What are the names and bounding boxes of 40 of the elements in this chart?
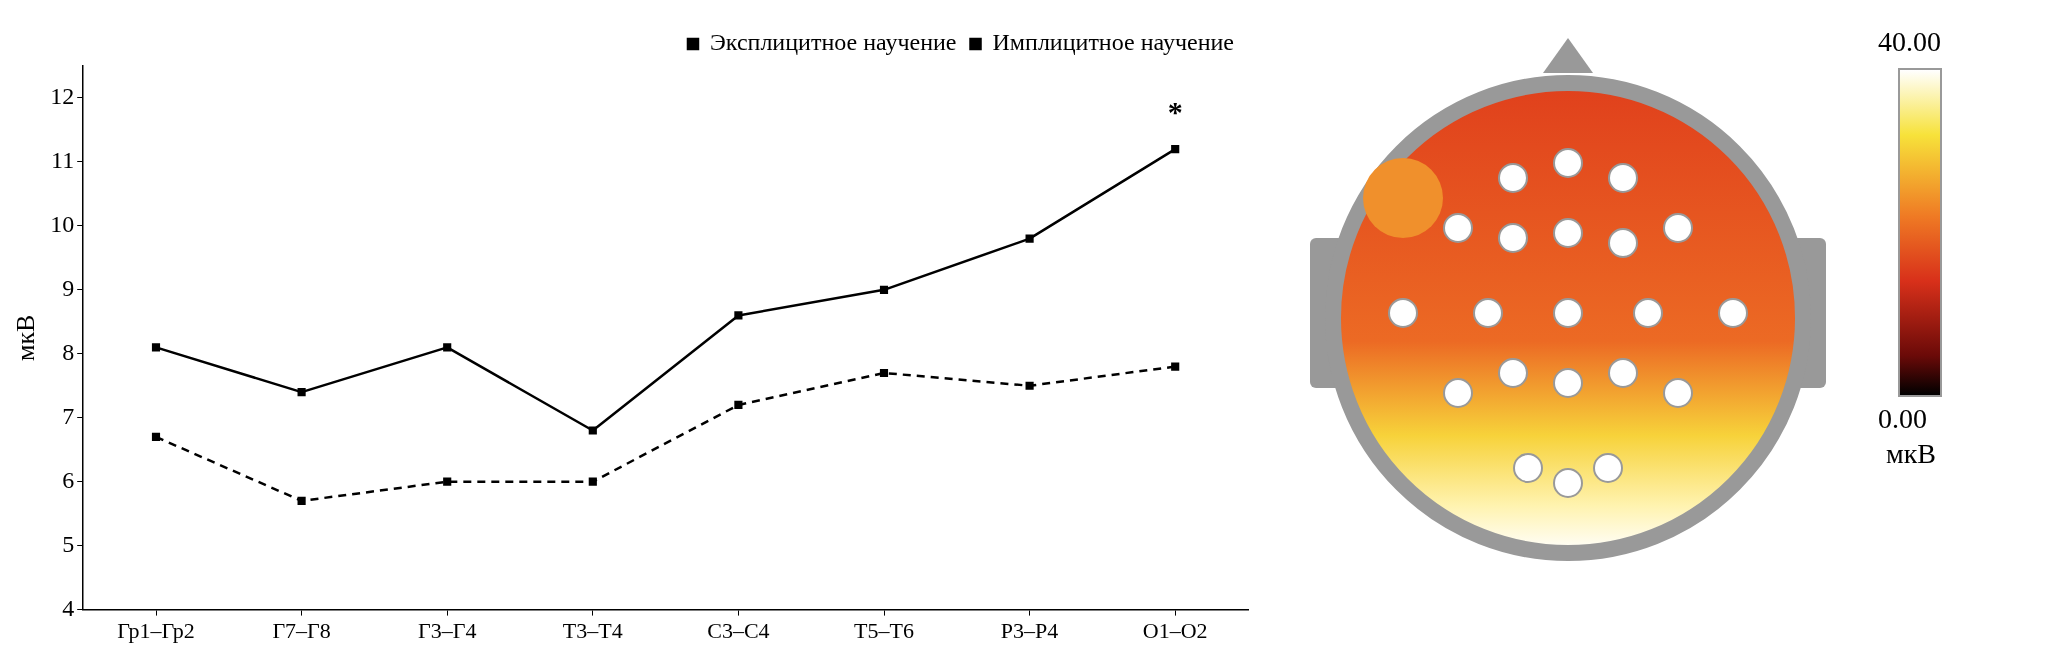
point bbox=[297, 388, 306, 397]
point bbox=[734, 311, 743, 320]
x-tick-label: Т5–Т6 bbox=[854, 617, 914, 643]
legend-label: Имплицитное научение bbox=[992, 29, 1235, 56]
y-tick-label: 12 bbox=[50, 83, 75, 110]
point bbox=[297, 496, 306, 505]
point bbox=[588, 477, 597, 486]
y-tick-label: 7 bbox=[62, 403, 75, 430]
y-tick-label: 4 bbox=[62, 594, 75, 621]
y-tick-label: 11 bbox=[51, 147, 75, 174]
legend-label: Эксплицитное научение bbox=[709, 29, 957, 56]
text: 40.00 bbox=[1878, 26, 1941, 58]
point bbox=[879, 368, 889, 378]
y-tick-label: 6 bbox=[62, 466, 75, 493]
point bbox=[1025, 234, 1034, 243]
point bbox=[588, 426, 597, 435]
point bbox=[1171, 362, 1180, 371]
x-tick-label: Р3–Р4 bbox=[1000, 617, 1059, 643]
y-axis-title: мкВ bbox=[11, 314, 41, 362]
point bbox=[443, 343, 452, 352]
x-tick-label: Т3–Т4 bbox=[562, 617, 623, 643]
x-tick-label: О1–О2 bbox=[1142, 617, 1208, 643]
y-tick-label: 10 bbox=[50, 211, 75, 238]
color-bar-title: мкВ bbox=[1886, 438, 1936, 470]
point bbox=[734, 400, 743, 410]
point bbox=[879, 285, 889, 294]
x-tick-label: С3–С4 bbox=[707, 617, 770, 643]
point bbox=[151, 432, 161, 442]
text: 0.00 bbox=[1878, 403, 1927, 435]
x-tick-label: Г3–Г4 bbox=[417, 617, 477, 643]
y-tick-label: 5 bbox=[62, 530, 75, 557]
y-tick-label: 8 bbox=[62, 339, 75, 366]
annotation: * bbox=[1167, 94, 1183, 128]
y-tick-label: 9 bbox=[62, 275, 75, 302]
x-tick-label: Г7–Г8 bbox=[272, 617, 331, 643]
point bbox=[1171, 145, 1180, 154]
x-tick-label: Гр1–Гр2 bbox=[117, 617, 195, 643]
point bbox=[1025, 381, 1034, 390]
point bbox=[151, 343, 161, 352]
point bbox=[443, 477, 452, 486]
